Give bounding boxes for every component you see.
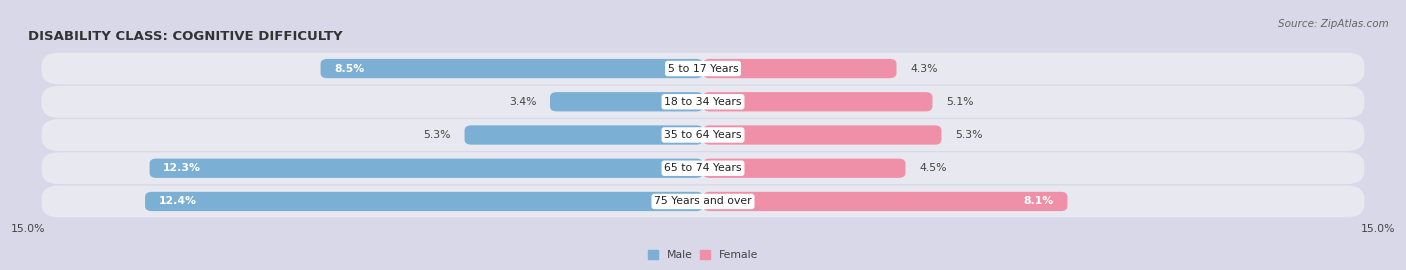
- FancyBboxPatch shape: [703, 125, 942, 145]
- FancyBboxPatch shape: [145, 192, 703, 211]
- Text: 4.3%: 4.3%: [910, 63, 938, 73]
- Text: 12.4%: 12.4%: [159, 197, 197, 207]
- FancyBboxPatch shape: [464, 125, 703, 145]
- FancyBboxPatch shape: [42, 185, 1364, 217]
- FancyBboxPatch shape: [703, 158, 905, 178]
- FancyBboxPatch shape: [550, 92, 703, 112]
- Text: 5.1%: 5.1%: [946, 97, 973, 107]
- FancyBboxPatch shape: [703, 92, 932, 112]
- Text: 5.3%: 5.3%: [423, 130, 451, 140]
- FancyBboxPatch shape: [703, 59, 897, 78]
- FancyBboxPatch shape: [42, 119, 1364, 151]
- Text: 35 to 64 Years: 35 to 64 Years: [664, 130, 742, 140]
- FancyBboxPatch shape: [703, 192, 1067, 211]
- Text: 8.1%: 8.1%: [1024, 197, 1054, 207]
- Legend: Male, Female: Male, Female: [644, 246, 762, 264]
- Text: 8.5%: 8.5%: [335, 63, 364, 73]
- Text: 4.5%: 4.5%: [920, 163, 946, 173]
- Text: 12.3%: 12.3%: [163, 163, 201, 173]
- FancyBboxPatch shape: [321, 59, 703, 78]
- FancyBboxPatch shape: [42, 53, 1364, 85]
- Text: 75 Years and over: 75 Years and over: [654, 197, 752, 207]
- FancyBboxPatch shape: [149, 158, 703, 178]
- Text: 5 to 17 Years: 5 to 17 Years: [668, 63, 738, 73]
- Text: Source: ZipAtlas.com: Source: ZipAtlas.com: [1278, 19, 1389, 29]
- Text: 3.4%: 3.4%: [509, 97, 537, 107]
- Text: 18 to 34 Years: 18 to 34 Years: [664, 97, 742, 107]
- FancyBboxPatch shape: [42, 86, 1364, 118]
- FancyBboxPatch shape: [42, 152, 1364, 184]
- Text: 65 to 74 Years: 65 to 74 Years: [664, 163, 742, 173]
- Text: 5.3%: 5.3%: [955, 130, 983, 140]
- Text: DISABILITY CLASS: COGNITIVE DIFFICULTY: DISABILITY CLASS: COGNITIVE DIFFICULTY: [28, 30, 343, 43]
